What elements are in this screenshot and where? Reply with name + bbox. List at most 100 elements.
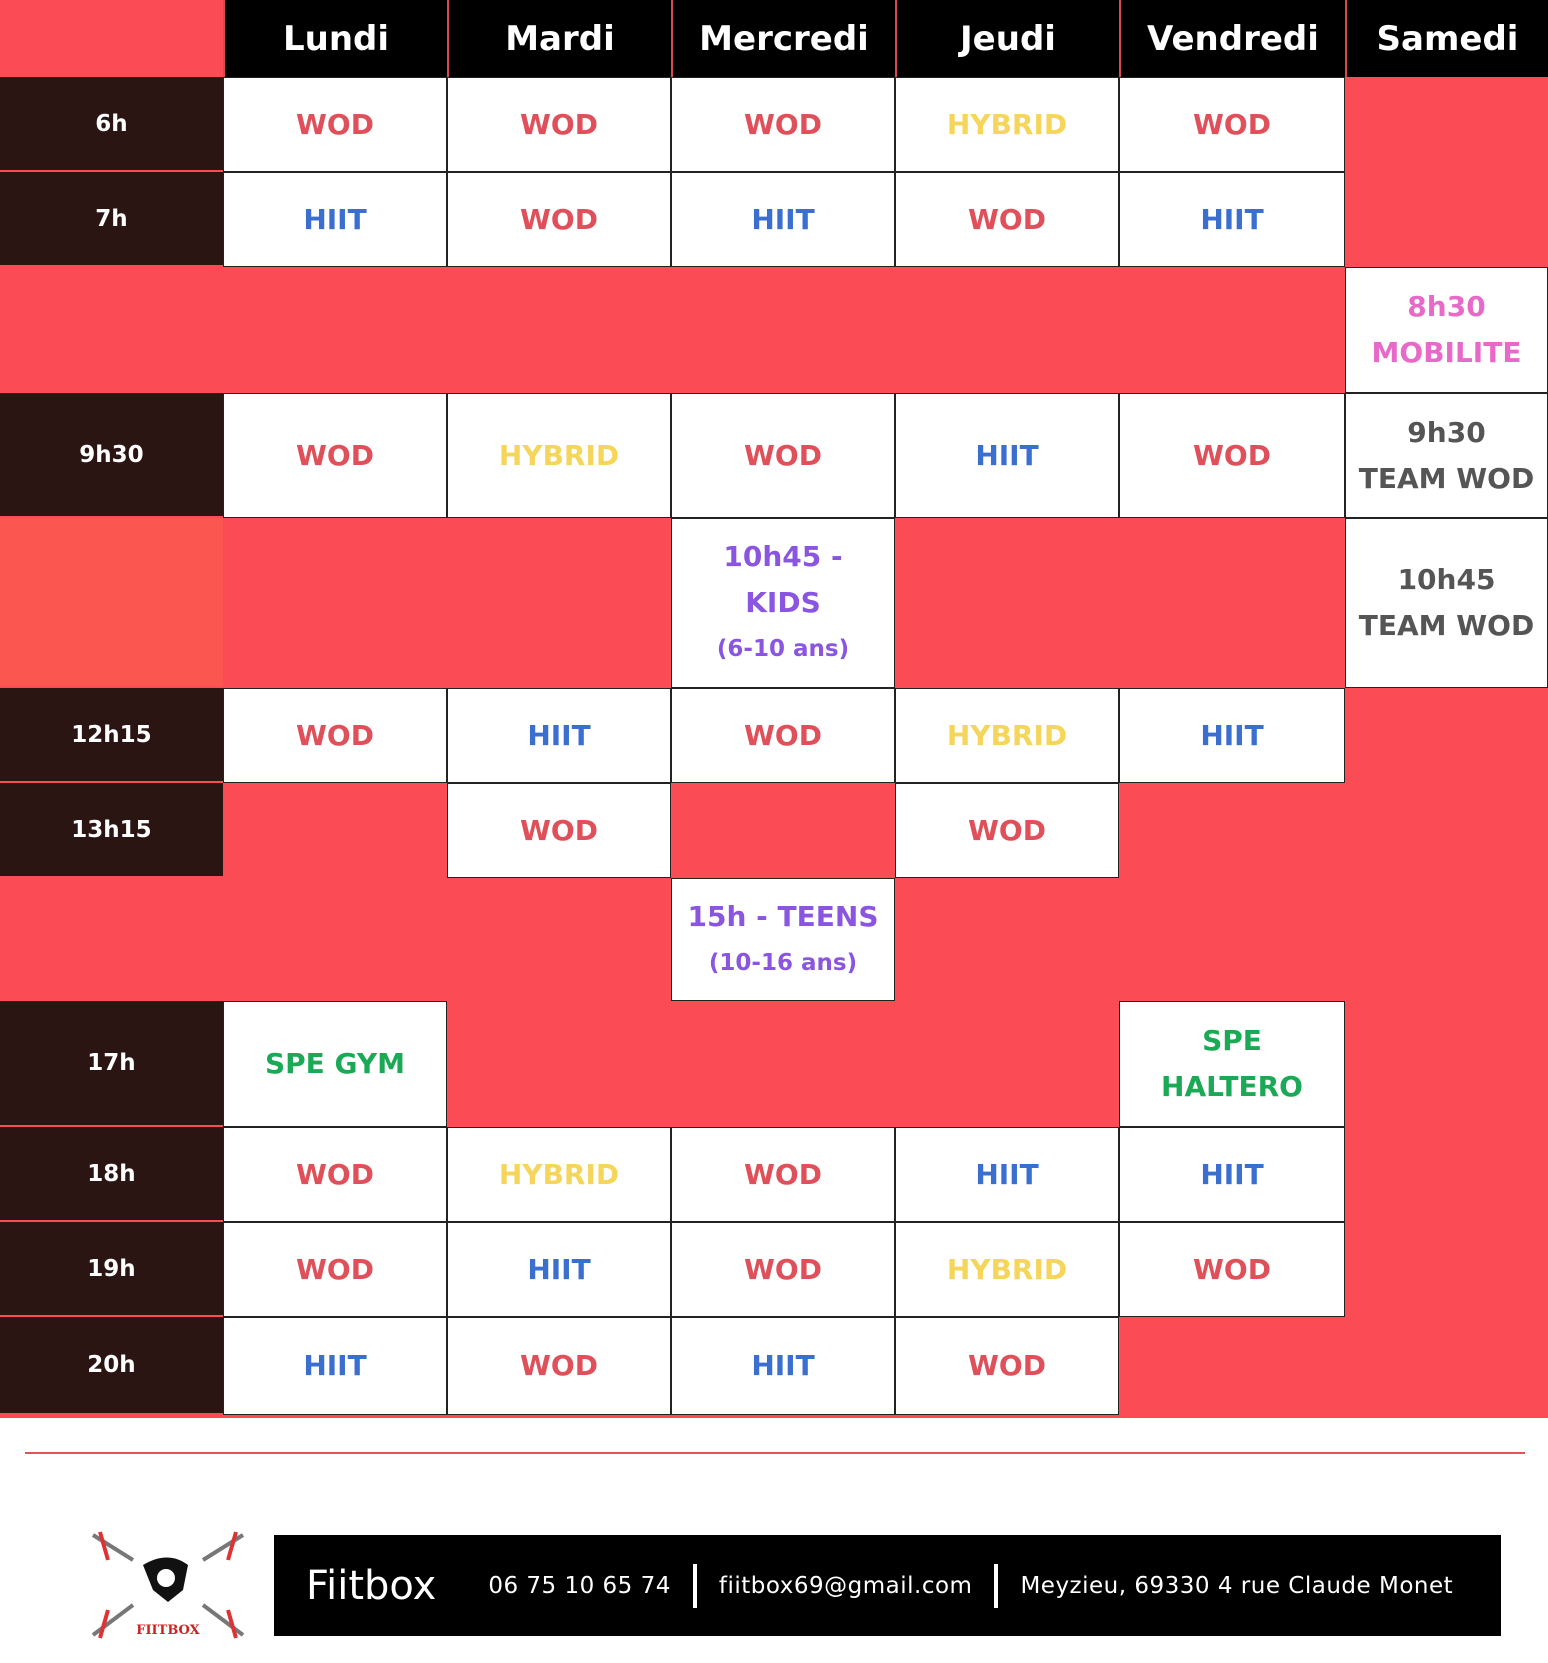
fiitbox-logo: FIITBOX [91,1531,245,1639]
time-slot: 13h15 [0,783,223,878]
time-slot: 17h [0,1001,223,1127]
class-cell: HIIT [223,1317,447,1415]
svg-text:FIITBOX: FIITBOX [136,1623,200,1638]
class-name: HIIT [1200,202,1264,236]
class-cell: SPE GYM [223,1001,447,1127]
class-cell: WOD [223,688,447,783]
class-cell: HYBRID [895,77,1119,172]
class-name: 15h - TEENS [687,899,879,933]
class-name: WOD [744,107,822,141]
class-name: WOD [296,438,374,472]
brand-name: Fiitbox [306,1562,437,1609]
age-range: (6-10 ans) [716,636,850,662]
class-name: WOD [520,107,598,141]
time-slot: 6h [0,77,223,172]
divider [25,1452,1525,1454]
class-name: HIIT [975,1157,1039,1191]
time-slot: 19h [0,1222,223,1317]
class-cell: WOD [671,393,895,518]
day-header-mardi: Mardi [447,0,671,77]
phone-number: 06 75 10 65 74 [488,1572,671,1599]
class-name: 10h45 - [723,540,843,573]
class-name: HYBRID [946,107,1068,141]
class-cell: WOD [223,1222,447,1317]
time-slot: 7h [0,172,223,267]
separator [994,1563,999,1608]
class-cell: HIIT [1119,688,1345,783]
email-address: fiitbox69@gmail.com [718,1572,973,1599]
class-name: WOD [520,202,598,236]
class-name: MOBILITE [1371,336,1522,369]
separator [692,1563,697,1608]
class-name: WOD [296,1252,374,1286]
class-cell: SPE HALTERO [1119,1001,1345,1127]
class-name: HYBRID [946,1252,1068,1286]
class-name: WOD [744,718,822,752]
class-cell: HIIT [671,1317,895,1415]
time-slot: 12h15 [0,688,223,783]
class-name: 10h45 [1397,563,1496,596]
time-slot: 18h [0,1127,223,1222]
day-header-jeudi: Jeudi [895,0,1119,77]
class-cell: WOD [1119,393,1345,518]
class-cell: WOD [447,172,671,267]
class-name: WOD [296,1157,374,1191]
class-name: SPE GYM [264,1047,406,1080]
day-header-lundi: Lundi [223,0,447,77]
time-slot: 20h [0,1317,223,1415]
class-name: HIIT [527,1252,591,1286]
class-cell: WOD [447,77,671,172]
class-name: 9h30 [1407,415,1486,449]
class-cell: HIIT [447,688,671,783]
class-name: WOD [296,107,374,141]
class-name: TEAM WOD [1358,461,1535,495]
class-name: HIIT [527,718,591,752]
class-name: HIIT [303,1349,367,1382]
class-name: SPE [1202,1024,1262,1057]
class-name: HIIT [1200,718,1264,752]
day-header-vendredi: Vendredi [1119,0,1345,77]
class-cell: WOD [223,1127,447,1222]
class-name: WOD [1193,107,1271,141]
class-cell: HIIT [1119,1127,1345,1222]
class-cell: WOD [1119,77,1345,172]
class-cell: WOD [671,1127,895,1222]
class-name: HIIT [303,202,367,236]
class-name: HIIT [751,1349,815,1382]
class-cell: 15h - TEENS (10-16 ans) [671,878,895,1001]
class-cell: WOD [895,1317,1119,1415]
class-name: HALTERO [1161,1070,1303,1103]
class-name: WOD [744,1252,822,1286]
class-name: WOD [520,1349,598,1382]
class-cell: HIIT [895,1127,1119,1222]
class-cell: WOD [671,77,895,172]
class-name: WOD [968,202,1046,236]
class-cell: HYBRID [895,1222,1119,1317]
address: Meyzieu, 69330 4 rue Claude Monet [1020,1572,1454,1599]
schedule-table: Lundi Mardi Mercredi Jeudi Vendredi Samedi 6h W… [0,0,1548,1418]
class-name: WOD [968,1349,1046,1382]
class-cell: WOD [447,1317,671,1415]
contact-banner: Fiitbox 06 75 10 65 74 fiitbox69@gmail.c… [274,1535,1501,1636]
class-name: HYBRID [498,438,620,472]
class-cell: HIIT [671,172,895,267]
class-name: WOD [1193,1252,1271,1286]
class-cell: HIIT [895,393,1119,518]
class-name: HIIT [975,438,1039,472]
class-cell: HYBRID [447,1127,671,1222]
class-cell: 9h30 TEAM WOD [1345,393,1548,518]
class-cell: 8h30 MOBILITE [1345,267,1548,393]
class-name: WOD [744,1157,822,1191]
class-cell: WOD [671,1222,895,1317]
class-name: 8h30 [1407,290,1486,323]
class-cell: HIIT [1119,172,1345,267]
class-name: WOD [520,813,598,847]
class-cell: HIIT [223,172,447,267]
class-cell: WOD [447,783,671,878]
class-cell: WOD [671,688,895,783]
class-cell: WOD [223,77,447,172]
class-cell: HYBRID [895,688,1119,783]
class-cell: WOD [1119,1222,1345,1317]
age-range: (10-16 ans) [708,949,858,976]
class-name: WOD [744,438,822,472]
